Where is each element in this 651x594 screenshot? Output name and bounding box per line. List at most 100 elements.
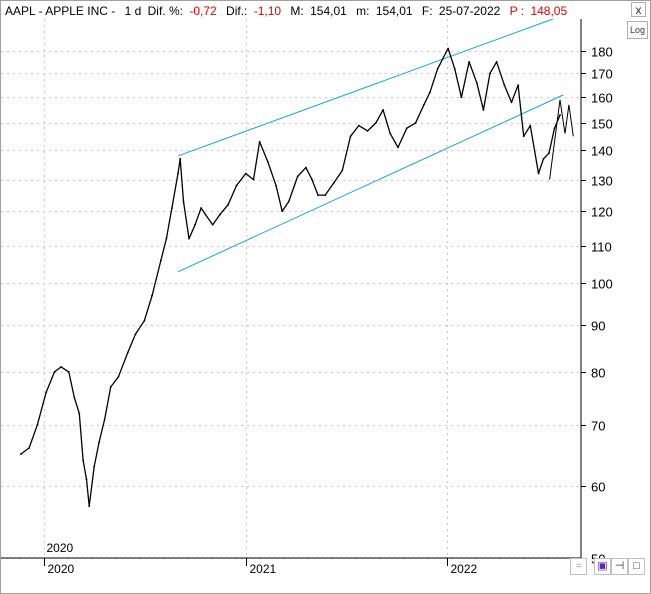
price-point bbox=[109, 386, 112, 388]
price-point bbox=[389, 132, 392, 135]
price-point bbox=[341, 169, 344, 172]
price-point bbox=[179, 157, 182, 160]
price-point bbox=[45, 391, 48, 394]
date-label: F: bbox=[421, 4, 433, 18]
dif-label: Dif.: bbox=[226, 4, 248, 18]
price-point bbox=[275, 184, 278, 187]
y-tick-label: 120 bbox=[591, 205, 613, 220]
window-icon[interactable]: □ bbox=[628, 558, 645, 575]
y-tick-label: 140 bbox=[591, 144, 613, 159]
price-point bbox=[349, 135, 352, 138]
price-point bbox=[495, 60, 498, 63]
price-point bbox=[429, 91, 431, 94]
price-point bbox=[422, 103, 425, 106]
price-point bbox=[88, 505, 91, 508]
price-point bbox=[200, 207, 203, 209]
y-tick-label: 180 bbox=[591, 45, 613, 60]
price-point bbox=[235, 184, 238, 187]
price-point bbox=[548, 152, 550, 154]
price-point bbox=[117, 375, 120, 378]
y-tick-label: 170 bbox=[591, 67, 613, 82]
price-point bbox=[468, 60, 470, 63]
horizontal-gridlines bbox=[1, 51, 581, 559]
price-point bbox=[382, 109, 384, 111]
y-tick-label: 110 bbox=[591, 240, 612, 255]
price-point bbox=[143, 319, 146, 322]
price-point bbox=[375, 122, 377, 124]
price-point bbox=[211, 223, 214, 226]
price-label: P : bbox=[509, 4, 525, 18]
price-point bbox=[93, 465, 96, 468]
price-point bbox=[324, 194, 327, 197]
max-label: M: bbox=[290, 4, 304, 18]
price-point bbox=[414, 122, 417, 124]
y-tick-label: 80 bbox=[591, 366, 605, 381]
price-point bbox=[218, 213, 221, 216]
y-tick-label: 90 bbox=[591, 319, 605, 334]
price-point bbox=[171, 207, 173, 209]
min-value: 154,01 bbox=[375, 4, 413, 18]
pin-icon[interactable]: ⊣ bbox=[611, 558, 628, 575]
price-point bbox=[453, 67, 456, 70]
dif-pct-value: -0,72 bbox=[189, 4, 217, 18]
price-point bbox=[73, 396, 76, 399]
price-point bbox=[252, 178, 255, 181]
y-tick-label: 70 bbox=[591, 419, 605, 434]
y-tick-label: 160 bbox=[591, 91, 613, 106]
close-button[interactable]: x bbox=[631, 2, 646, 17]
x-tick-label: 2022 bbox=[451, 562, 478, 576]
price-point bbox=[159, 259, 162, 262]
x-axis: 2020 2021 2022 2020 bbox=[44, 541, 478, 576]
vertical-gridlines bbox=[44, 19, 448, 558]
price-line bbox=[20, 47, 561, 507]
price-point bbox=[357, 124, 360, 127]
price-point bbox=[436, 67, 439, 70]
price-point bbox=[542, 157, 545, 160]
price-point bbox=[333, 181, 335, 184]
price-point bbox=[182, 200, 185, 203]
price-point bbox=[60, 366, 62, 368]
date-value: 25-07-2022 bbox=[438, 4, 501, 18]
log-scale-button[interactable]: Log bbox=[627, 21, 648, 39]
projection-lines bbox=[549, 99, 574, 180]
dif-pct-label: Dif. %: bbox=[147, 4, 183, 18]
price-point bbox=[134, 333, 137, 336]
projection-line bbox=[549, 99, 574, 180]
price-series bbox=[19, 47, 561, 508]
price-point bbox=[281, 210, 284, 213]
price-point bbox=[559, 114, 561, 116]
price-point bbox=[397, 146, 399, 149]
price-point bbox=[126, 351, 129, 354]
price-point bbox=[510, 101, 513, 104]
symbol-label: AAPL - APPLE INC - bbox=[5, 4, 116, 18]
price-point bbox=[28, 447, 31, 449]
price-point bbox=[36, 423, 39, 426]
price-point bbox=[53, 370, 56, 373]
price-point bbox=[227, 203, 230, 206]
price-point bbox=[82, 459, 85, 462]
price-point bbox=[317, 194, 319, 197]
channel-upper-line bbox=[177, 18, 554, 157]
channel-lower-line bbox=[177, 94, 564, 273]
price-point bbox=[366, 130, 369, 132]
min-label: m: bbox=[356, 4, 370, 18]
price-point bbox=[19, 453, 22, 455]
y-tick-label: 100 bbox=[591, 277, 613, 292]
price-point bbox=[522, 135, 525, 138]
save-icon[interactable]: ▣ bbox=[594, 558, 611, 575]
price-point bbox=[177, 172, 179, 175]
price-point bbox=[204, 213, 207, 216]
price-point bbox=[194, 223, 196, 226]
price-point bbox=[517, 84, 520, 87]
price-point bbox=[489, 72, 491, 75]
price-point bbox=[529, 124, 532, 127]
price-point bbox=[296, 175, 299, 178]
price-point bbox=[537, 172, 540, 175]
price-point bbox=[258, 140, 261, 143]
wave-icon[interactable]: ≈ bbox=[570, 558, 587, 575]
price-value: 148,05 bbox=[530, 4, 568, 18]
price-point bbox=[266, 160, 269, 163]
price-point bbox=[78, 412, 81, 415]
